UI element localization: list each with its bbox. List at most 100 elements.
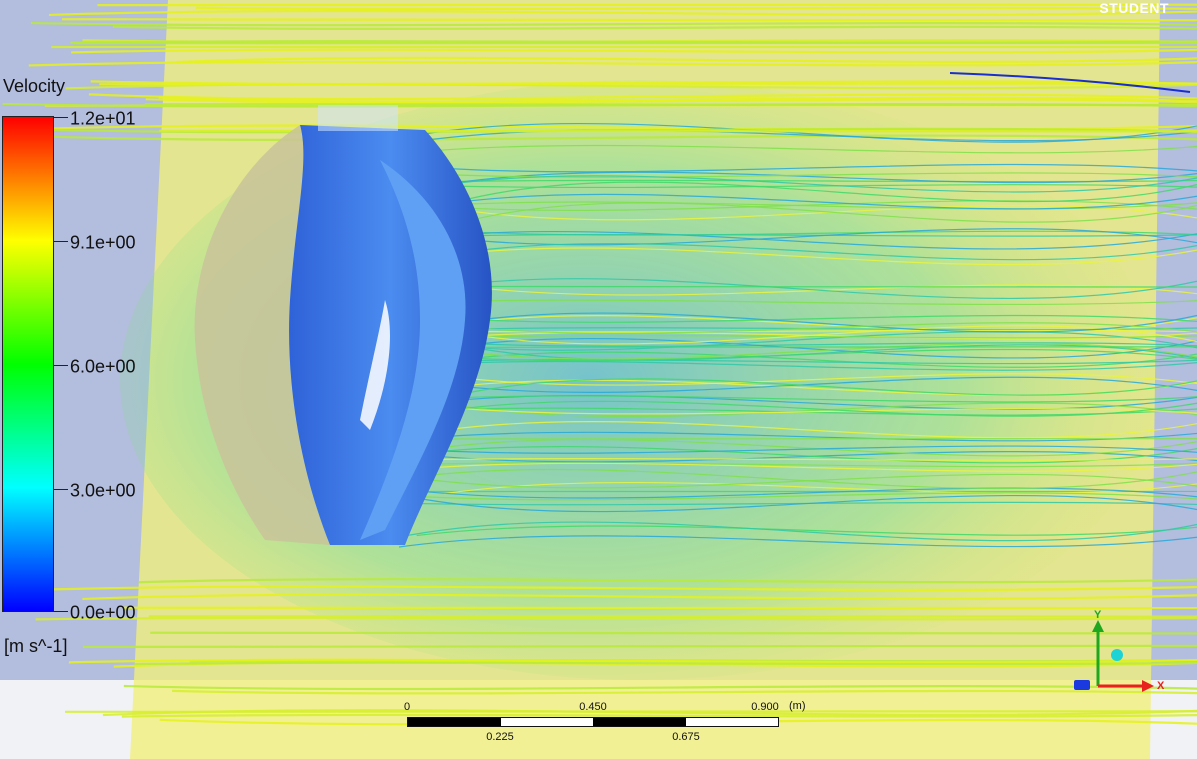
streamline [123, 684, 1197, 691]
streamline [357, 445, 1197, 454]
streamline [396, 175, 1197, 194]
streamline [443, 334, 1197, 339]
scale-unit: (m) [789, 700, 806, 712]
streamline [49, 9, 1197, 17]
scale-label: 0.450 [579, 701, 607, 713]
streamline [373, 395, 1197, 403]
streamline [158, 96, 1197, 103]
streamline [402, 183, 1197, 189]
scale-label: 0.900 [751, 701, 779, 713]
colorbar-tick-mark [54, 611, 68, 612]
streamline [121, 713, 1197, 718]
streamline [388, 450, 1197, 463]
z-axis-arrow [1074, 680, 1090, 690]
y-axis-label: Y [1094, 609, 1102, 621]
axis-triad[interactable] [1060, 600, 1180, 700]
scale-label: 0.225 [486, 731, 514, 743]
colorbar-tick-label: 9.1e+00 [70, 232, 136, 253]
colorbar-tick-label-max: 1.2e+01 [70, 108, 136, 129]
streamline [389, 338, 1197, 360]
streamline [424, 372, 1197, 386]
streamline [82, 593, 1197, 601]
streamline [387, 163, 1197, 173]
streamline [420, 324, 1197, 345]
streamline [416, 525, 1197, 537]
streamline [405, 314, 1197, 323]
triad-rotation-center [1111, 649, 1123, 661]
streamline [386, 487, 1197, 499]
streamline [392, 421, 1197, 440]
streamline [30, 21, 1197, 27]
streamline [358, 491, 1197, 501]
streamline [61, 18, 1197, 22]
streamline [444, 342, 1197, 347]
streamline [459, 202, 1197, 224]
streamline [28, 60, 1197, 67]
streamline [398, 535, 1197, 548]
streamline [389, 431, 1197, 442]
colorbar-tick-label: 6.0e+00 [70, 356, 136, 377]
streamline [2, 102, 1197, 108]
colorbar-tick-mark [54, 365, 68, 366]
scale-segment [408, 718, 501, 726]
scale-label: 0 [403, 701, 411, 713]
streamline [358, 501, 1197, 506]
streamline [453, 378, 1197, 397]
streamline [454, 181, 1197, 203]
scale-bar [407, 717, 779, 727]
velocity-colorbar [2, 116, 54, 612]
colorbar-tick-label: 3.0e+00 [70, 480, 136, 501]
streamline [134, 661, 1197, 666]
colorbar-tick-mark [54, 489, 68, 490]
streamline [138, 578, 1197, 584]
streamline [407, 351, 1197, 369]
streamline [378, 521, 1197, 542]
streamline [415, 243, 1197, 261]
streamline [458, 407, 1197, 415]
streamline [405, 312, 1197, 334]
streamline [88, 93, 1197, 101]
streamline [368, 199, 1197, 211]
streamline [407, 400, 1197, 418]
streamline [382, 201, 1197, 210]
streamline [195, 6, 1197, 11]
streamline [424, 321, 1197, 334]
streamline [68, 658, 1197, 664]
streamline [399, 494, 1197, 513]
streamline [71, 48, 1197, 54]
streamline [340, 468, 1197, 490]
streamline [444, 481, 1197, 495]
scale-label: 0.675 [672, 731, 700, 743]
streamline [406, 342, 1197, 360]
scale-segment [685, 718, 778, 726]
legend-title: Velocity [3, 76, 66, 96]
streamline [82, 644, 1197, 649]
streamline [172, 689, 1197, 695]
streamline [439, 401, 1197, 418]
x-axis-label: X [1157, 680, 1165, 692]
scale-segment [500, 718, 593, 726]
streamline [410, 193, 1197, 211]
legend-unit: [m s^-1] [4, 636, 68, 656]
streamline [379, 395, 1197, 411]
streamline [90, 80, 1197, 86]
y-axis-arrowhead [1092, 620, 1104, 632]
turbine-geometry [194, 105, 492, 545]
scale-segment [593, 718, 686, 726]
streamline [386, 227, 1197, 246]
streamline [391, 458, 1197, 461]
streamline [27, 585, 1197, 592]
streamline [9, 134, 1197, 141]
student-watermark: STUDENT [1099, 0, 1169, 16]
streamline [384, 462, 1197, 473]
streamline [453, 171, 1197, 184]
colorbar-tick-mark [54, 117, 68, 118]
streamline [176, 56, 1197, 64]
colorbar-tick-mark [54, 241, 68, 242]
streamline [385, 439, 1197, 458]
streamline [150, 631, 1197, 635]
streamline [381, 247, 1197, 266]
streamline [350, 462, 1197, 468]
streamline [351, 446, 1197, 465]
